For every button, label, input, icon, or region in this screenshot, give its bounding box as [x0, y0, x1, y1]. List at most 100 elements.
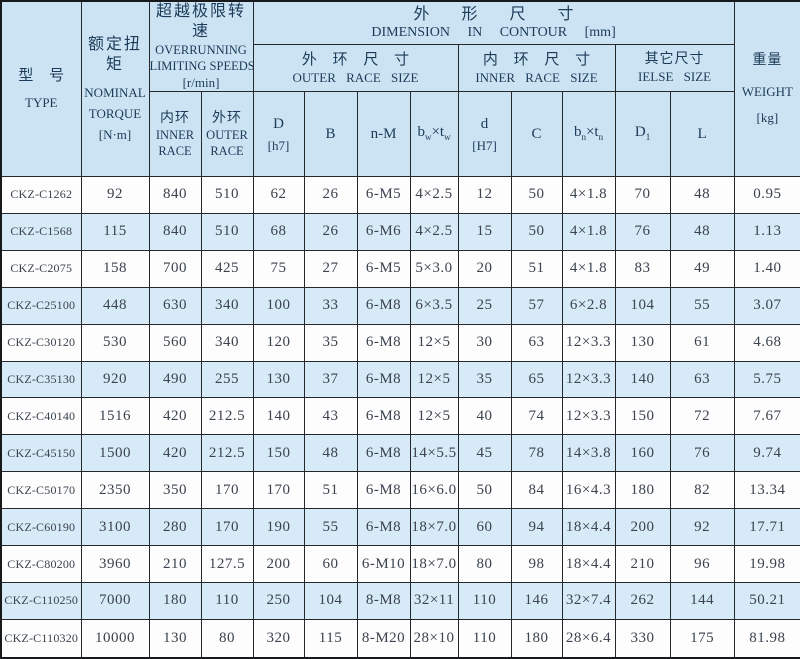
cell-bn-tn: 12×3.3: [561, 397, 616, 436]
cell-D1: 210: [614, 545, 671, 583]
speeds-label-en2: LIMITING SPEEDS: [149, 59, 254, 73]
cell-D1: 180: [614, 471, 671, 510]
cell-speed-inner-race: 840: [148, 176, 202, 214]
cell-L: 144: [669, 581, 735, 620]
symbol-D: D: [273, 115, 284, 132]
cell-B: 51: [303, 471, 358, 510]
cell-B: 104: [303, 581, 358, 620]
cell-D: 190: [252, 508, 305, 547]
col-header-overrunning-speeds: 超越极限转速 OVERRUNNING LIMITING SPEEDS [r/mi…: [148, 0, 254, 92]
table-row: CKZ-C80200 3960 210 127.5 200 60 6-M10 18×7.0 80…: [0, 545, 800, 583]
cell-type: CKZ-C110250: [0, 581, 82, 620]
cell-speed-outer-race: 212.5: [200, 434, 254, 473]
cell-C: 74: [510, 397, 563, 436]
cell-n-M: 8-M8: [356, 581, 411, 620]
table-row: CKZ-C1568 115 840 510 68 26 6-M6 4×2.5 15 50 4×1.8…: [0, 212, 800, 251]
cell-speed-inner-race: 210: [148, 545, 202, 583]
cell-bn-tn: 18×4.4: [561, 545, 616, 583]
cell-L: 82: [669, 471, 735, 510]
cell-weight: 5.75: [733, 360, 800, 399]
cell-speed-inner-race: 350: [148, 471, 202, 510]
cell-B: 55: [303, 508, 358, 547]
cell-B: 27: [303, 249, 358, 288]
cell-n-M: 6-M8: [356, 360, 411, 399]
cell-L: 55: [669, 286, 735, 325]
cell-L: 175: [669, 618, 735, 659]
cell-D: 68: [252, 212, 305, 251]
cell-nominal-torque: 530: [80, 323, 150, 362]
cell-C: 50: [510, 212, 563, 251]
table-row: CKZ-C30120 530 560 340 120 35 6-M8 12×5 30 63 12×3…: [0, 323, 800, 362]
cell-weight: 17.71: [733, 508, 800, 547]
cell-type: CKZ-C60190: [0, 508, 82, 547]
cell-weight: 81.98: [733, 618, 800, 659]
cell-speed-outer-race: 80: [200, 618, 254, 659]
cell-B: 33: [303, 286, 358, 325]
table-row: CKZ-C35130 920 490 255 130 37 6-M8 12×5 35 65 12×3…: [0, 360, 800, 399]
cell-weight: 1.13: [733, 212, 800, 251]
cell-weight: 9.74: [733, 434, 800, 473]
cell-D: 150: [252, 434, 305, 473]
cell-nominal-torque: 3100: [80, 508, 150, 547]
cell-bw-tw: 5×3.0: [409, 249, 459, 288]
cell-speed-inner-race: 560: [148, 323, 202, 362]
cell-d: 80: [457, 545, 512, 583]
cell-speed-outer-race: 340: [200, 286, 254, 325]
symbol-D1: D1: [634, 123, 651, 142]
cell-bw-tw: 6×3.5: [409, 286, 459, 325]
cell-n-M: 6-M8: [356, 323, 411, 362]
cell-d: 20: [457, 249, 512, 288]
cell-n-M: 8-M20: [356, 618, 411, 659]
cell-L: 48: [669, 176, 735, 214]
cell-C: 98: [510, 545, 563, 583]
cell-D: 170: [252, 471, 305, 510]
cell-D1: 104: [614, 286, 671, 325]
outer-race-size-en: OUTER RACE SIZE: [292, 69, 419, 85]
cell-bw-tw: 12×5: [409, 360, 459, 399]
cell-speed-outer-race: 340: [200, 323, 254, 362]
table-row: CKZ-C45150 1500 420 212.5 150 48 6-M8 14×5.5 45 7…: [0, 434, 800, 473]
cell-L: 96: [669, 545, 735, 583]
speed-outer-zh: 外环: [212, 110, 242, 126]
cell-bw-tw: 32×11: [409, 581, 459, 620]
cell-bn-tn: 18×4.4: [561, 508, 616, 547]
cell-type: CKZ-C110320: [0, 618, 82, 659]
cell-type: CKZ-C50170: [0, 471, 82, 510]
table-body: CKZ-C1262 92 840 510 62 26 6-M5 4×2.5 12 50 4×1.8 7…: [0, 176, 800, 659]
col-header-nominal-torque: 额定扭矩 NOMINAL TORQUE [N·m]: [80, 0, 150, 177]
cell-bw-tw: 4×2.5: [409, 176, 459, 214]
col-header-D: D [h7]: [252, 91, 305, 177]
cell-L: 76: [669, 434, 735, 473]
table-row: CKZ-C25100 448 630 340 100 33 6-M8 6×3.5 25 57 6×2…: [0, 286, 800, 325]
cell-C: 51: [510, 249, 563, 288]
cell-bn-tn: 4×1.8: [561, 212, 616, 251]
col-header-D1: D1: [614, 91, 671, 177]
cell-bw-tw: 18×7.0: [409, 508, 459, 547]
cell-type: CKZ-C25100: [0, 286, 82, 325]
symbol-bw-tw: bw×tw: [417, 123, 451, 142]
cell-D: 250: [252, 581, 305, 620]
cell-d: 30: [457, 323, 512, 362]
cell-d: 35: [457, 360, 512, 399]
symbol-B: B: [325, 126, 336, 142]
cell-bn-tn: 12×3.3: [561, 360, 616, 399]
col-header-type: 型 号 TYPE: [0, 0, 82, 177]
cell-L: 92: [669, 508, 735, 547]
symbol-n-M: n-M: [370, 126, 397, 142]
cell-B: 26: [303, 176, 358, 214]
cell-n-M: 6-M8: [356, 434, 411, 473]
cell-L: 48: [669, 212, 735, 251]
cell-bn-tn: 12×3.3: [561, 323, 616, 362]
col-header-weight: 重量 WEIGHT [kg]: [733, 0, 800, 177]
cell-C: 78: [510, 434, 563, 473]
cell-weight: 4.68: [733, 323, 800, 362]
cell-D1: 200: [614, 508, 671, 547]
cell-speed-outer-race: 170: [200, 471, 254, 510]
col-header-B: B: [303, 91, 358, 177]
cell-weight: 19.98: [733, 545, 800, 583]
cell-D: 120: [252, 323, 305, 362]
cell-d: 50: [457, 471, 512, 510]
cell-speed-inner-race: 490: [148, 360, 202, 399]
cell-B: 35: [303, 323, 358, 362]
cell-L: 63: [669, 360, 735, 399]
